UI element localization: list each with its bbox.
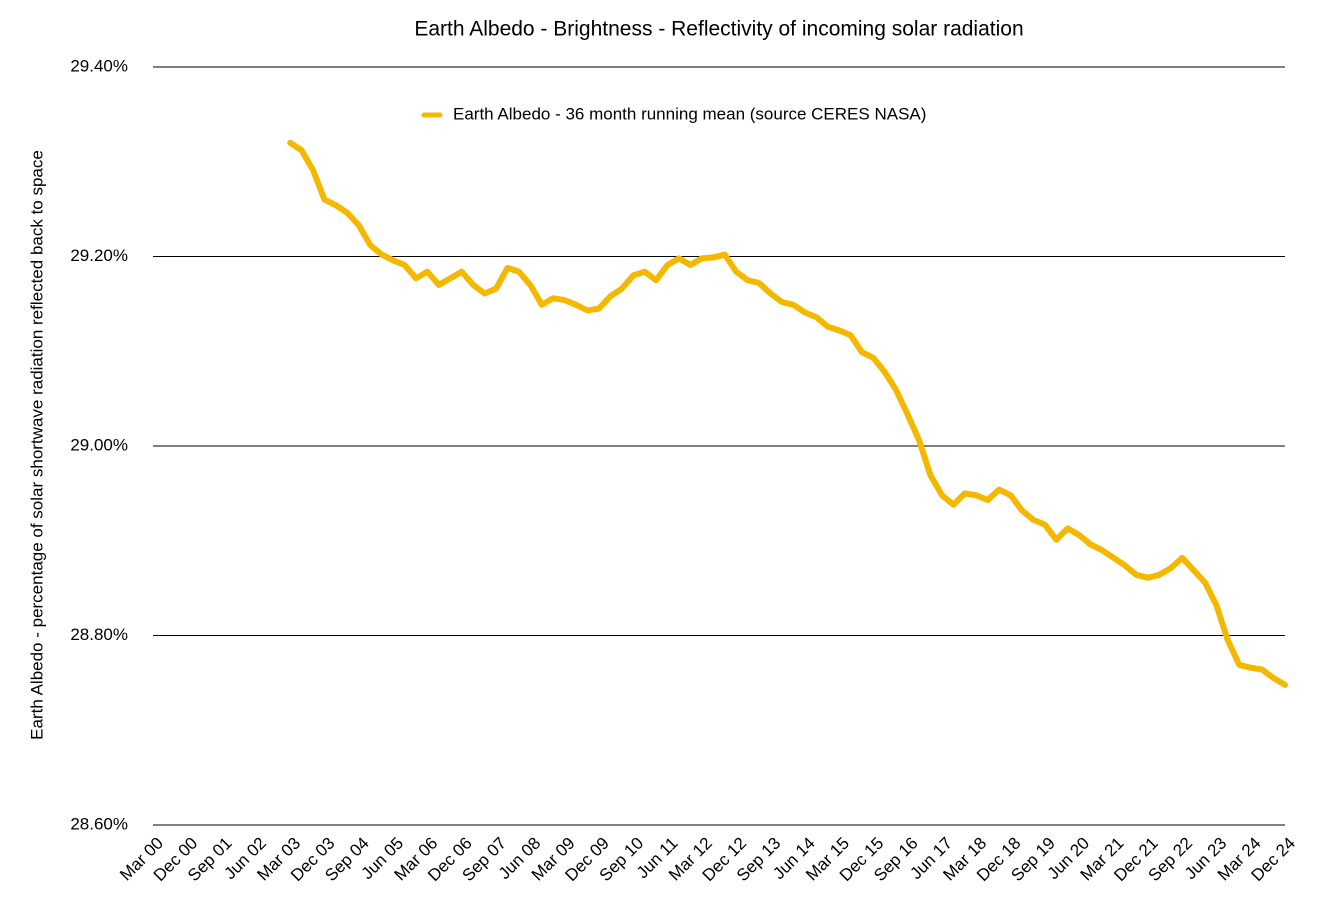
y-tick-label: 28.60% <box>70 814 128 833</box>
data-line <box>287 139 1288 688</box>
y-tick-label: 28.80% <box>70 625 128 644</box>
chart-title: Earth Albedo - Brightness - Reflectivity… <box>414 18 1023 41</box>
legend-label: Earth Albedo - 36 month running mean (so… <box>453 104 926 123</box>
y-tick-label: 29.40% <box>70 56 128 75</box>
y-axis-label: Earth Albedo - percentage of solar short… <box>27 150 46 740</box>
y-tick-label: 29.20% <box>70 246 128 265</box>
y-tick-label: 29.00% <box>70 435 128 454</box>
